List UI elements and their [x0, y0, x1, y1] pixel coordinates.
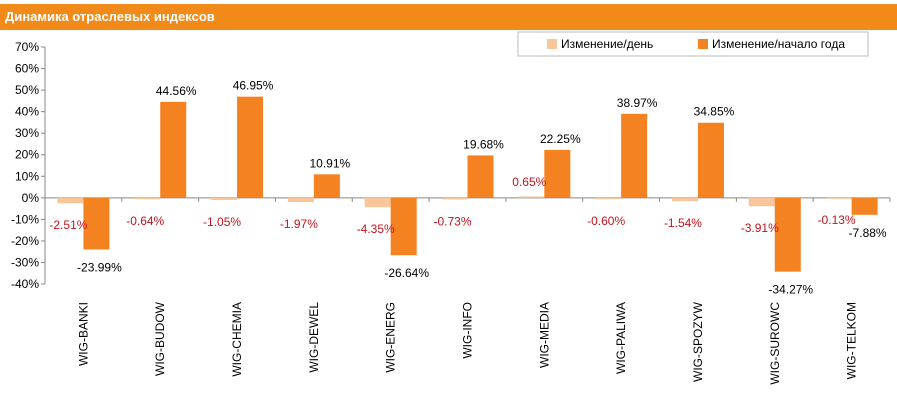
y-tick-label: 20%	[15, 148, 39, 162]
bar-ytd	[390, 197, 417, 256]
bar-daily	[287, 197, 314, 203]
bar-daily	[441, 197, 468, 200]
category-label: WIG-INFO	[461, 302, 475, 359]
bar-daily	[134, 197, 161, 200]
category-label: WIG-BANKI	[76, 302, 90, 366]
legend-label-ytd: Изменение/начало года	[712, 37, 845, 51]
bar-ytd	[621, 113, 648, 198]
bar-ytd	[83, 197, 110, 250]
bar-ytd	[313, 174, 340, 198]
data-label-daily: -0.13%	[818, 213, 856, 227]
y-tick-label: -20%	[11, 234, 39, 248]
category-labels: WIG-BANKI WIG-BUDOW WIG-CHEMIA WIG-DEWEL WIG…	[44, 197, 891, 385]
data-label-ytd: 10.91%	[310, 156, 351, 170]
y-axis: -40% -30% -20% -10% 0% 10% 20% 30% 40% 50% 60% 70%	[11, 40, 890, 291]
legend-swatch-daily	[547, 39, 557, 49]
data-label-ytd: -26.64%	[384, 266, 429, 280]
category-label: WIG-PALIWA	[614, 302, 628, 374]
chart-title: Динамика отраслевых индексов	[5, 9, 215, 24]
y-tick-label: 30%	[15, 126, 39, 140]
category-label: WIG-TELKOM	[845, 302, 859, 379]
data-label-daily: 0.65%	[512, 175, 546, 189]
y-tick-label: 0%	[22, 191, 40, 205]
legend-swatch-ytd	[698, 39, 708, 49]
bar-daily	[825, 197, 852, 199]
y-tick-label: 70%	[15, 40, 39, 54]
data-label-ytd: -23.99%	[77, 261, 122, 275]
bar-daily	[595, 197, 622, 200]
bar-daily	[671, 197, 698, 202]
bar-ytd	[697, 122, 724, 198]
data-label-ytd: 44.56%	[156, 84, 197, 98]
category-label: WIG-SPOZYW	[691, 301, 705, 382]
y-tick-label: 40%	[15, 105, 39, 119]
data-label-daily: -0.64%	[126, 214, 164, 228]
data-label-daily: -4.35%	[357, 222, 395, 236]
category-label: WIG-BUDOW	[153, 301, 167, 376]
category-label: WIG-SUROWC	[768, 302, 782, 385]
y-tick-label: -10%	[11, 212, 39, 226]
bar-daily	[748, 197, 775, 207]
bars	[57, 96, 878, 272]
data-label-daily: -0.60%	[587, 214, 625, 228]
category-label: WIG-MEDIA	[537, 302, 551, 368]
chart-title-bar: Динамика отраслевых индексов	[0, 4, 897, 30]
data-label-daily: -1.97%	[280, 217, 318, 231]
data-label-ytd: 19.68%	[463, 137, 504, 151]
category-label: WIG-DEWEL	[307, 302, 321, 373]
bar-daily	[518, 196, 545, 198]
bar-daily	[57, 197, 84, 204]
data-label-ytd: 46.95%	[233, 79, 274, 93]
category-label: WIG-ENERG	[384, 302, 398, 373]
y-tick-label: 10%	[15, 169, 39, 183]
data-label-ytd: 38.97%	[617, 96, 658, 110]
bar-ytd	[160, 101, 187, 198]
legend-label-daily: Изменение/день	[561, 37, 653, 51]
y-tick-label: -40%	[11, 277, 39, 291]
data-label-daily: -1.05%	[203, 215, 241, 229]
data-label-daily: -0.73%	[433, 214, 471, 228]
y-tick-label: -30%	[11, 255, 39, 269]
data-label-ytd: -34.27%	[768, 283, 813, 297]
data-labels: -2.51% -23.99% -0.64% 44.56% -1.05% 46.95% -1.…	[49, 79, 887, 297]
data-label-daily: -2.51%	[49, 218, 87, 232]
bar-ytd	[774, 197, 801, 272]
legend: Изменение/день Изменение/начало года	[517, 31, 869, 57]
bar-ytd	[467, 155, 494, 198]
data-label-daily: -1.54%	[664, 216, 702, 230]
y-tick-label: 50%	[15, 83, 39, 97]
data-label-ytd: 22.25%	[540, 132, 581, 146]
legend-box	[517, 31, 869, 57]
bar-daily	[364, 197, 391, 208]
bar-ytd	[237, 96, 264, 198]
y-tick-label: 60%	[15, 62, 39, 76]
data-label-ytd: 34.85%	[694, 105, 735, 119]
bar-ytd	[851, 197, 878, 215]
bar-daily	[211, 197, 238, 201]
bar-ytd	[544, 149, 571, 198]
category-label: WIG-CHEMIA	[230, 302, 244, 377]
data-label-ytd: -7.88%	[849, 226, 887, 240]
data-label-daily: -3.91%	[741, 221, 779, 235]
